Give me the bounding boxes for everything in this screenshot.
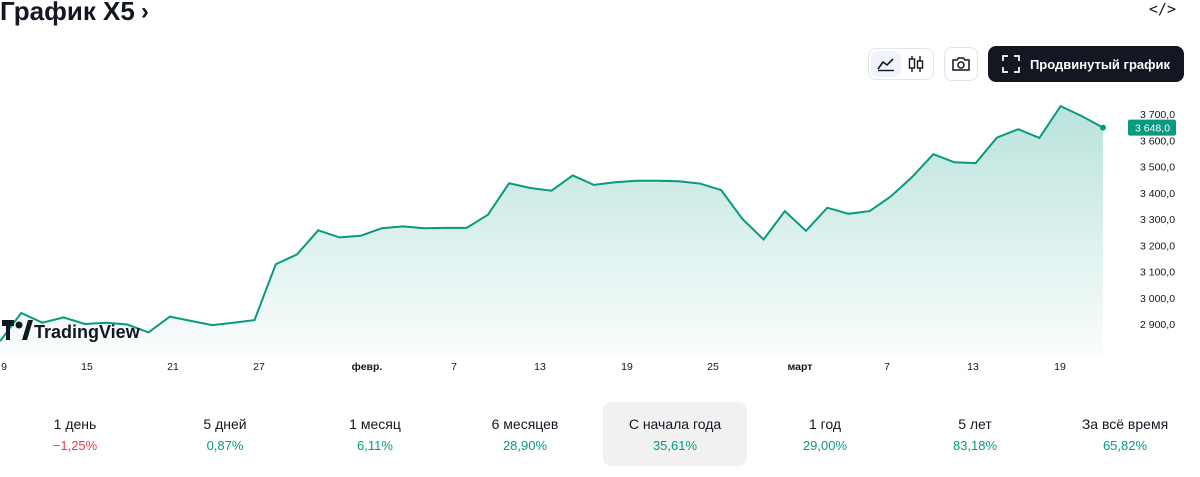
- area-chart-button[interactable]: [870, 51, 901, 77]
- price-point: [1100, 124, 1106, 131]
- period-button[interactable]: 5 лет 83,18%: [903, 402, 1047, 466]
- price-chart[interactable]: 3 700,0 3 600,0 3 500,0 3 400,0 3 300,0 3 200…: [0, 92, 1200, 382]
- period-label: За всё время: [1081, 415, 1169, 432]
- period-button[interactable]: 1 год 29,00%: [753, 402, 897, 466]
- period-label: 5 лет: [958, 415, 992, 432]
- period-button[interactable]: 1 месяц 6,11%: [303, 402, 447, 466]
- period-label: 6 месяцев: [491, 415, 559, 432]
- x-tick-label: 13: [534, 361, 546, 373]
- x-tick-label: 19: [621, 361, 633, 373]
- period-button[interactable]: 6 месяцев 28,90%: [453, 402, 597, 466]
- tradingview-logo-text: TradingView: [34, 322, 141, 342]
- period-label: 1 месяц: [349, 415, 401, 432]
- y-tick-label: 3 500,0: [1140, 162, 1175, 174]
- period-label: 1 год: [808, 415, 842, 432]
- period-label: С начала года: [628, 415, 722, 432]
- period-change-value: 0,87%: [206, 437, 244, 453]
- candles-chart-button[interactable]: [901, 51, 931, 77]
- x-tick-label: 25: [707, 361, 719, 373]
- period-change-value: 6,11%: [357, 437, 393, 453]
- x-tick-label: 21: [167, 361, 179, 373]
- x-tick-label: 19: [1054, 361, 1066, 373]
- period-selector: 1 день −1,25% 5 дней 0,87% 1 месяц 6,11% 6 мес…: [0, 402, 1200, 466]
- x-tick-label: 13: [967, 361, 979, 373]
- page-title: График X5: [0, 0, 135, 26]
- x-tick-label: март: [788, 361, 813, 373]
- advanced-chart-button[interactable]: Продвинутый график: [987, 46, 1184, 82]
- period-label: 1 день: [53, 415, 97, 432]
- chart-style-switch: [867, 48, 934, 80]
- tradingview-logo: TradingView: [2, 320, 141, 342]
- period-change-value: 28,90%: [502, 437, 548, 453]
- period-button[interactable]: За всё время 65,82%: [1053, 402, 1197, 466]
- y-tick-label: 3 200,0: [1140, 240, 1175, 252]
- y-tick-label: 3 600,0: [1140, 135, 1175, 147]
- x-tick-label: 7: [451, 361, 457, 373]
- last-price-badge: [1128, 119, 1176, 136]
- period-change-value: 35,61%: [652, 437, 698, 453]
- period-change-value: 83,18%: [952, 437, 998, 453]
- chart-toolbar: Продвинутый график: [867, 46, 1184, 82]
- x-tick-label: февр.: [352, 361, 383, 373]
- period-button[interactable]: 1 день −1,25%: [3, 402, 147, 466]
- y-tick-label: 3 000,0: [1140, 293, 1175, 305]
- period-button[interactable]: 5 дней 0,87%: [153, 402, 297, 466]
- plot-area: [0, 104, 1106, 354]
- x-tick-label: 7: [884, 361, 890, 373]
- screenshot-button[interactable]: [943, 47, 978, 81]
- price-area-fill: [0, 106, 1103, 354]
- last-price-label: 3 648,0: [1135, 123, 1170, 135]
- period-change-value: −1,25%: [52, 437, 98, 453]
- period-button[interactable]: С начала года 35,61%: [603, 402, 747, 466]
- chart-title-link[interactable]: График X5 ›: [0, 0, 149, 27]
- advanced-chart-label: Продвинутый график: [1029, 56, 1170, 72]
- y-tick-label: 3 300,0: [1140, 214, 1175, 226]
- x-tick-label: 9: [1, 361, 7, 373]
- candles-icon: [908, 56, 924, 72]
- price-line: [0, 104, 1104, 342]
- x-axis: 9 15 21 27 февр. 7 13 19 25 март 7 13 19: [1, 361, 1066, 373]
- y-axis: 3 700,0 3 600,0 3 500,0 3 400,0 3 300,0 3 200…: [1128, 109, 1176, 331]
- y-tick-label: 2 900,0: [1140, 319, 1175, 331]
- x-tick-label: 15: [81, 361, 93, 373]
- period-label: 5 дней: [203, 415, 247, 432]
- y-tick-label: 3 400,0: [1140, 188, 1175, 200]
- y-tick-label: 3 100,0: [1140, 267, 1175, 279]
- camera-icon: [952, 57, 970, 71]
- fullscreen-icon: [1002, 55, 1020, 73]
- period-change-value: 29,00%: [802, 437, 848, 453]
- y-tick-label: 3 700,0: [1140, 109, 1175, 121]
- chevron-right-icon: ›: [140, 0, 149, 25]
- x-tick-label: 27: [253, 361, 265, 373]
- embed-code-icon[interactable]: </>: [1148, 0, 1176, 18]
- period-change-value: 65,82%: [1102, 437, 1148, 453]
- area-chart-icon: [877, 58, 894, 72]
